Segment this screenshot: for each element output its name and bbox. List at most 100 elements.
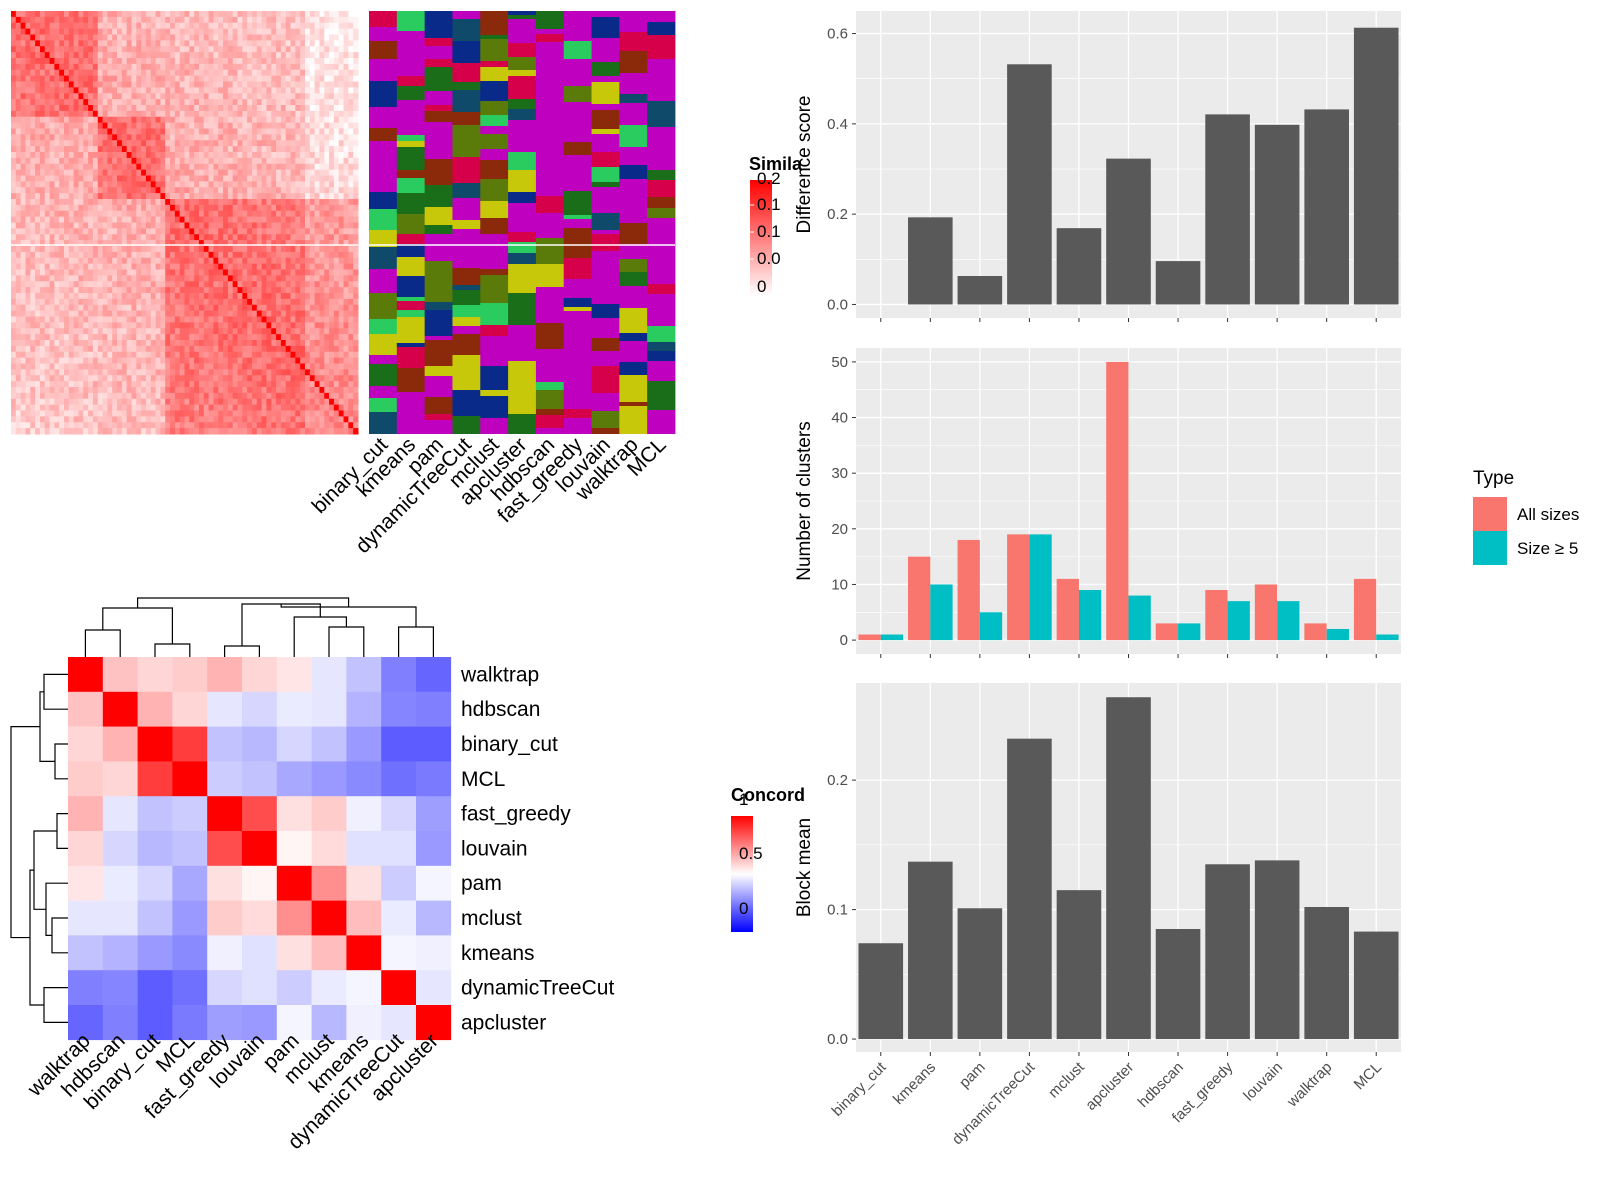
similarity-cell — [102, 93, 108, 100]
similarity-cell — [208, 281, 214, 288]
similarity-cell — [59, 304, 65, 312]
similarity-cell — [314, 310, 320, 318]
similarity-cell — [251, 322, 258, 329]
similarity-cell — [290, 381, 296, 388]
similarity-cell — [11, 316, 17, 323]
similarity-cell — [194, 93, 200, 100]
similarity-cell — [304, 287, 311, 294]
similarity-cell — [232, 116, 239, 124]
similarity-cell — [136, 357, 142, 365]
similarity-cell — [145, 99, 152, 106]
similarity-cell — [218, 175, 224, 182]
similarity-cell — [25, 134, 31, 141]
similarity-cell — [136, 322, 142, 329]
similarity-cell — [348, 316, 354, 323]
similarity-cell — [290, 28, 296, 36]
similarity-cell — [131, 234, 137, 241]
similarity-cell — [145, 157, 152, 165]
similarity-cell — [30, 287, 36, 294]
similarity-cell — [319, 216, 325, 224]
similarity-cell — [329, 181, 335, 188]
similarity-cell — [39, 404, 46, 412]
similarity-cell — [208, 363, 214, 370]
similarity-cell — [174, 75, 181, 83]
similarity-cell — [64, 75, 70, 83]
similarity-cell — [59, 416, 65, 423]
similarity-cell — [35, 52, 41, 59]
similarity-cell — [189, 263, 195, 271]
similarity-cell — [88, 122, 94, 130]
similarity-cell — [112, 69, 118, 77]
similarity-cell — [329, 99, 335, 106]
similarity-cell — [261, 351, 267, 359]
similarity-cell — [121, 369, 128, 376]
similarity-cell — [343, 293, 349, 300]
similarity-cell — [333, 293, 340, 300]
similarity-cell — [49, 175, 55, 182]
similarity-cell — [150, 134, 157, 141]
similarity-cell — [73, 34, 79, 41]
similarity-cell — [83, 69, 89, 77]
similarity-cell — [179, 269, 185, 276]
similarity-cell — [97, 322, 104, 329]
similarity-cell — [25, 251, 31, 259]
similarity-cell — [44, 316, 51, 323]
similarity-cell — [343, 345, 349, 353]
similarity-cell — [97, 357, 104, 365]
similarity-cell — [256, 216, 263, 224]
similarity-cell — [64, 134, 70, 141]
similarity-cell — [92, 351, 99, 359]
similarity-cell — [49, 357, 55, 365]
similarity-cell — [165, 228, 171, 235]
similarity-cell — [309, 351, 316, 359]
similarity-cell — [73, 134, 79, 141]
similarity-cell — [309, 146, 316, 153]
similarity-cell — [247, 228, 253, 235]
similarity-cell — [174, 22, 181, 30]
similarity-cell — [338, 204, 345, 212]
similarity-cell — [160, 128, 166, 135]
similarity-cell — [295, 387, 301, 394]
similarity-cell — [237, 28, 243, 36]
similarity-cell — [102, 234, 108, 241]
similarity-cell — [223, 246, 229, 253]
similarity-cell — [165, 234, 171, 241]
similarity-cell — [290, 163, 296, 171]
similarity-cell — [83, 269, 89, 276]
similarity-cell — [198, 52, 205, 59]
similarity-cell — [271, 216, 277, 224]
similarity-cell — [203, 222, 210, 229]
similarity-cell — [30, 328, 36, 335]
similarity-cell — [333, 404, 340, 412]
similarity-cell — [112, 392, 118, 400]
similarity-cell — [68, 287, 75, 294]
similarity-cell — [165, 369, 171, 376]
similarity-cell — [83, 310, 89, 318]
similarity-cell — [247, 93, 253, 100]
similarity-cell — [194, 11, 200, 18]
similarity-cell — [247, 345, 253, 353]
similarity-cell — [184, 63, 190, 71]
similarity-cell — [319, 369, 325, 376]
similarity-cell — [102, 334, 108, 341]
similarity-cell — [141, 216, 147, 224]
similarity-cell — [59, 40, 65, 47]
similarity-cell — [189, 251, 195, 259]
similarity-cell — [20, 375, 26, 382]
similarity-cell — [304, 128, 311, 135]
similarity-cell — [290, 316, 296, 323]
similarity-cell — [329, 263, 335, 271]
similarity-cell — [189, 404, 195, 412]
similarity-cell — [11, 193, 17, 200]
similarity-cell — [35, 22, 41, 30]
similarity-cell — [174, 58, 181, 65]
similarity-cell — [338, 58, 345, 65]
similarity-cell — [160, 204, 166, 212]
similarity-cell — [170, 187, 176, 194]
similarity-cell — [73, 357, 79, 365]
similarity-cell — [30, 187, 36, 194]
similarity-cell — [189, 369, 195, 376]
similarity-cell — [174, 269, 181, 276]
similarity-cell — [83, 340, 89, 347]
similarity-cell — [179, 75, 185, 83]
